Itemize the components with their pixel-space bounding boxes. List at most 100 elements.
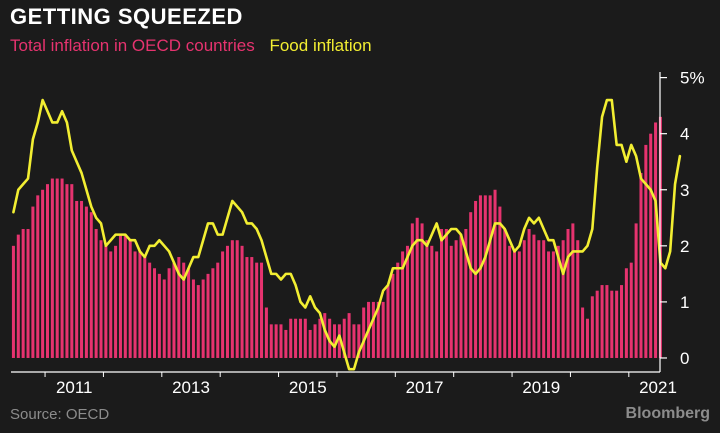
total-inflation-bar bbox=[420, 223, 424, 358]
total-inflation-bar bbox=[133, 251, 137, 358]
total-inflation-bar bbox=[532, 234, 536, 358]
total-inflation-bar bbox=[84, 206, 88, 358]
total-inflation-bar bbox=[75, 200, 79, 358]
total-inflation-bar bbox=[401, 251, 405, 358]
total-inflation-bar bbox=[279, 324, 283, 358]
total-inflation-bar bbox=[114, 245, 118, 358]
total-inflation-bar bbox=[337, 324, 341, 358]
total-inflation-bar bbox=[298, 318, 302, 358]
y-tick-label: 0 bbox=[680, 349, 689, 368]
total-inflation-bar bbox=[182, 262, 186, 358]
total-inflation-bar bbox=[440, 229, 444, 358]
total-inflation-bar bbox=[128, 240, 132, 358]
total-inflation-bar bbox=[211, 268, 215, 358]
total-inflation-bar bbox=[289, 318, 293, 358]
total-inflation-bar bbox=[605, 285, 609, 358]
total-inflation-bar bbox=[566, 229, 570, 358]
total-inflation-bar bbox=[36, 195, 40, 358]
total-inflation-bar bbox=[303, 318, 307, 358]
total-inflation-bar bbox=[230, 240, 234, 358]
food-inflation-line bbox=[12, 98, 682, 371]
total-inflation-bar bbox=[430, 245, 434, 358]
total-inflation-bar bbox=[620, 285, 624, 358]
total-inflation-bar bbox=[391, 273, 395, 358]
total-inflation-bar bbox=[381, 301, 385, 358]
total-inflation-bar bbox=[610, 290, 614, 358]
total-inflation-bar bbox=[250, 257, 254, 358]
total-inflation-bar bbox=[153, 268, 157, 358]
total-inflation-bar bbox=[138, 251, 142, 358]
total-inflation-bar bbox=[118, 234, 122, 358]
total-inflation-bar bbox=[201, 279, 205, 358]
total-inflation-bar bbox=[517, 251, 521, 358]
total-inflation-bar bbox=[143, 257, 147, 358]
axes: 0 1 2 3 4 5% 2011 2013 2015 2017 2019 2021 bbox=[11, 69, 705, 397]
total-inflation-bar bbox=[216, 262, 220, 358]
total-inflation-bar bbox=[225, 245, 229, 358]
y-tick-label: 1 bbox=[680, 293, 689, 312]
total-inflation-bar bbox=[60, 178, 64, 358]
total-inflation-bar bbox=[551, 251, 555, 358]
total-inflation-bar bbox=[561, 240, 565, 358]
total-inflation-bar bbox=[649, 133, 653, 358]
food-inflation-series-line bbox=[12, 98, 682, 371]
total-inflation-bar bbox=[274, 324, 278, 358]
total-inflation-bar bbox=[595, 290, 599, 358]
total-inflation-bar bbox=[206, 273, 210, 358]
total-inflation-bar bbox=[167, 268, 171, 358]
total-inflation-bar bbox=[444, 229, 448, 358]
total-inflation-bar bbox=[537, 240, 541, 358]
total-inflation-bar bbox=[70, 184, 74, 358]
total-inflation-bar bbox=[41, 189, 45, 358]
total-inflation-bar bbox=[240, 245, 244, 358]
bloomberg-logo: Bloomberg bbox=[625, 405, 710, 422]
total-inflation-bar bbox=[104, 245, 108, 358]
total-inflation-bar bbox=[99, 240, 103, 358]
total-inflation-bar bbox=[483, 195, 487, 358]
total-inflation-bar bbox=[459, 234, 463, 358]
total-inflation-bar bbox=[435, 251, 439, 358]
x-tick-label: 2017 bbox=[406, 378, 444, 397]
legend: Total inflation in OECD countries Food i… bbox=[10, 36, 372, 56]
total-inflation-bar bbox=[615, 290, 619, 358]
total-inflation-bar bbox=[245, 257, 249, 358]
total-inflation-bar bbox=[396, 262, 400, 358]
total-inflation-bar bbox=[493, 189, 497, 358]
total-inflation-bar bbox=[177, 257, 181, 358]
total-inflation-bar bbox=[221, 251, 225, 358]
total-inflation-bar bbox=[123, 234, 127, 358]
x-tick-label: 2013 bbox=[172, 378, 210, 397]
total-inflation-bar bbox=[644, 144, 648, 358]
total-inflation-bar bbox=[26, 229, 30, 358]
total-inflation-bars bbox=[11, 116, 662, 358]
total-inflation-bar bbox=[255, 262, 259, 358]
total-inflation-bar bbox=[547, 251, 551, 358]
total-inflation-bar bbox=[654, 122, 658, 358]
x-tick-label: 2021 bbox=[639, 378, 677, 397]
total-inflation-bar bbox=[556, 245, 560, 358]
total-inflation-bar bbox=[454, 240, 458, 358]
x-tick-label: 2019 bbox=[522, 378, 560, 397]
total-inflation-bar bbox=[347, 313, 351, 358]
x-tick-label: 2011 bbox=[56, 378, 93, 397]
total-inflation-bar bbox=[45, 184, 49, 358]
total-inflation-bar bbox=[157, 273, 161, 358]
y-tick-label: 5% bbox=[680, 69, 705, 88]
source-note: Source: OECD bbox=[10, 406, 110, 423]
total-inflation-bar bbox=[508, 245, 512, 358]
legend-food-inflation: Food inflation bbox=[269, 36, 372, 55]
total-inflation-bar bbox=[162, 279, 166, 358]
total-inflation-bar bbox=[634, 223, 638, 358]
x-tick-label: 2015 bbox=[289, 378, 327, 397]
total-inflation-bar bbox=[284, 329, 288, 358]
total-inflation-bar bbox=[308, 329, 312, 358]
total-inflation-bar bbox=[362, 307, 366, 358]
total-inflation-bar bbox=[89, 212, 93, 358]
total-inflation-bar bbox=[571, 223, 575, 358]
chart-title: GETTING SQUEEZED bbox=[10, 4, 243, 29]
total-inflation-bar bbox=[464, 229, 468, 358]
total-inflation-bar bbox=[488, 195, 492, 358]
total-inflation-bar bbox=[94, 229, 98, 358]
total-inflation-bar bbox=[590, 296, 594, 358]
